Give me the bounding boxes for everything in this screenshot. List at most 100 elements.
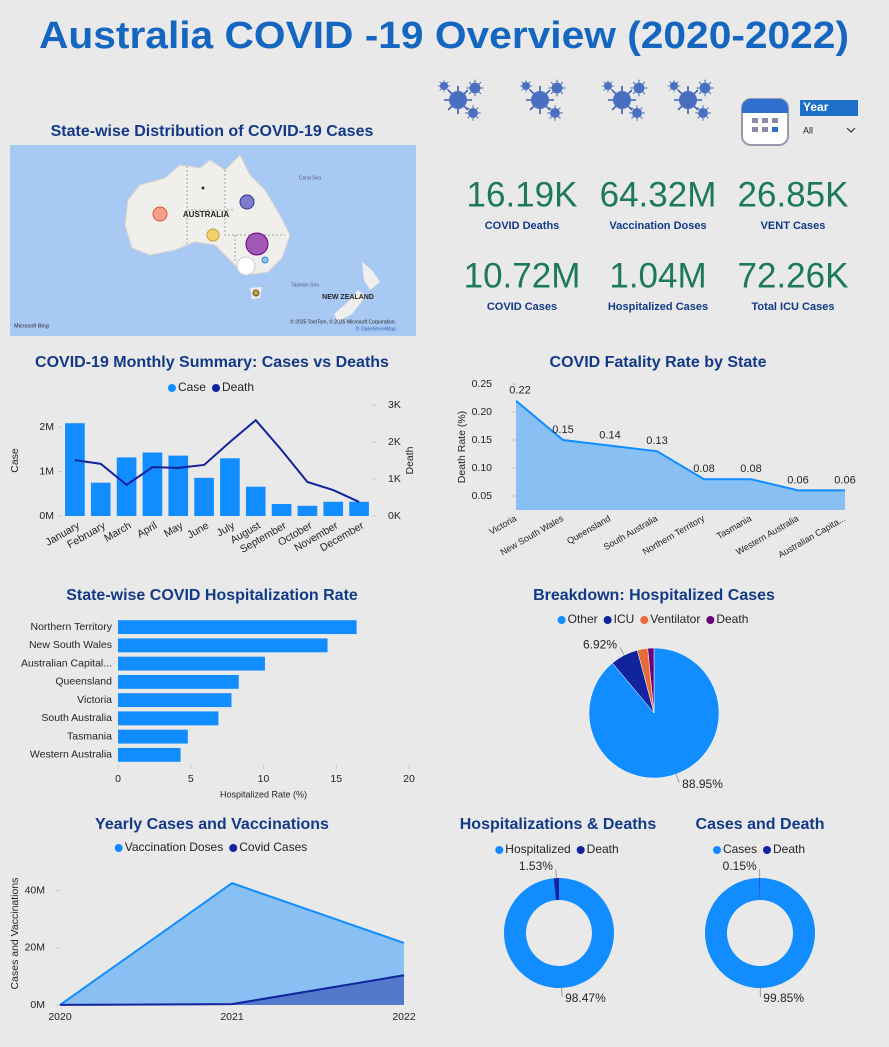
legend-label: Case (178, 380, 206, 394)
bar (142, 452, 163, 516)
data-label: 98.47% (565, 991, 606, 1005)
chart-title: Hospitalizations & Deaths (460, 816, 657, 833)
area-fill (60, 975, 404, 1005)
x-tick-label: 20 (403, 773, 415, 785)
y-tick-label: 0K (388, 510, 401, 522)
x-tick-label: 2022 (392, 1011, 416, 1023)
legend-marker (229, 844, 238, 852)
kpi-value: 64.32M (600, 175, 717, 214)
bar (118, 693, 232, 708)
y-tick-label: 1K (388, 473, 401, 485)
year-slicer[interactable]: Year All (800, 100, 858, 135)
bar (118, 638, 328, 653)
pie-slice (553, 878, 559, 901)
data-label: 0.14 (599, 430, 620, 442)
kpi-label: VENT Cases (761, 220, 826, 232)
data-label: 6.92% (583, 637, 617, 651)
kpi-value: 1.04M (609, 256, 706, 295)
legend-label: Death (716, 612, 748, 626)
y-tick-label: Tasmania (67, 730, 112, 742)
map-attribution-link[interactable]: © OpenStreetMap (356, 325, 397, 332)
bar (323, 501, 344, 516)
y-tick-label: 0M (39, 510, 54, 522)
data-label: 0.13 (646, 435, 667, 447)
legend-marker (557, 616, 566, 624)
legend-label: Vaccination Doses (125, 840, 224, 854)
virus-icon (438, 80, 484, 121)
area-line (515, 400, 845, 492)
leader-line (675, 773, 680, 783)
data-label: 0.15 (552, 424, 573, 436)
legend-label: ICU (614, 612, 635, 626)
x-tick-label: May (162, 519, 186, 540)
y-tick-label: 40M (25, 884, 45, 896)
slicer-label: Year (803, 100, 829, 114)
kpi-label: COVID Deaths (485, 220, 560, 232)
x-tick-label: 0 (115, 773, 121, 785)
legend-marker (167, 384, 176, 392)
map-logo: Microsoft Bing (14, 323, 49, 329)
map: AUSTRALIA Coral Sea Tasman Sea NEW ZEALA… (10, 145, 416, 336)
y-tick-label: South Australia (41, 712, 112, 724)
slicer-value[interactable]: All (803, 125, 813, 135)
legend-marker (762, 846, 771, 854)
leader-line (619, 647, 625, 656)
pie-slice (759, 878, 760, 901)
legend-label: Cases (723, 842, 757, 856)
legend-marker (576, 846, 585, 854)
data-label: 0.15% (723, 859, 757, 873)
bar (168, 455, 189, 516)
y-tick-label: 0M (30, 999, 45, 1011)
bar (116, 457, 137, 516)
y-tick-label: 0.05 (472, 490, 493, 502)
map-attribution: © 2025 TomTom, © 2025 Microsoft Corporat… (290, 318, 396, 325)
x-tick-label: April (135, 520, 159, 541)
y-tick-label: Victoria (77, 694, 112, 706)
y-tick-label: Australian Capital... (21, 657, 112, 669)
data-label: 99.85% (763, 991, 804, 1005)
map-place: Tasman Sea (291, 282, 319, 288)
x-tick-label: 10 (258, 773, 270, 785)
page-title: Australia COVID -19 Overview (2020-2022) (39, 15, 849, 57)
legend-marker (603, 616, 612, 624)
map-place: AUSTRALIA (183, 210, 229, 219)
kpi-value: 72.26K (738, 256, 849, 295)
y-tick-label: 1M (39, 465, 54, 477)
bar (90, 482, 111, 516)
axis-title: Case (9, 448, 21, 473)
bar (349, 501, 369, 516)
legend-marker (211, 384, 220, 392)
x-tick-label: Victoria (487, 513, 518, 537)
virus-icon (668, 80, 714, 121)
x-tick-label: 5 (188, 773, 194, 785)
x-tick-label: June (185, 520, 211, 542)
y-tick-label: New South Wales (29, 639, 112, 651)
area-fill (516, 400, 845, 510)
axis-title: Cases and Vaccinations (9, 878, 21, 990)
pie-slice (705, 878, 816, 988)
kpi-value: 16.19K (467, 175, 578, 214)
y-tick-label: Queensland (55, 676, 112, 688)
axis-title: Death Rate (%) (456, 411, 468, 483)
x-tick-label: Tasmania (715, 513, 753, 541)
bar (271, 504, 292, 516)
y-tick-label: 0.10 (472, 462, 493, 474)
y-tick-label: 2M (39, 421, 54, 433)
data-label: 0.06 (787, 474, 808, 486)
bar (118, 656, 265, 671)
y-tick-label: 0.20 (472, 406, 493, 418)
x-tick-label: March (102, 520, 133, 545)
legend-marker (706, 616, 715, 624)
legend-label: Death (222, 380, 254, 394)
data-label: 88.95% (682, 777, 723, 791)
y-tick-label: 0.25 (472, 378, 493, 390)
legend-label: Hospitalized (505, 842, 570, 856)
pie-slice (647, 647, 655, 714)
bar (65, 423, 85, 516)
virus-icon (602, 80, 648, 121)
bar (118, 674, 239, 689)
chart-title: Yearly Cases and Vaccinations (95, 816, 329, 833)
bar (297, 505, 318, 516)
